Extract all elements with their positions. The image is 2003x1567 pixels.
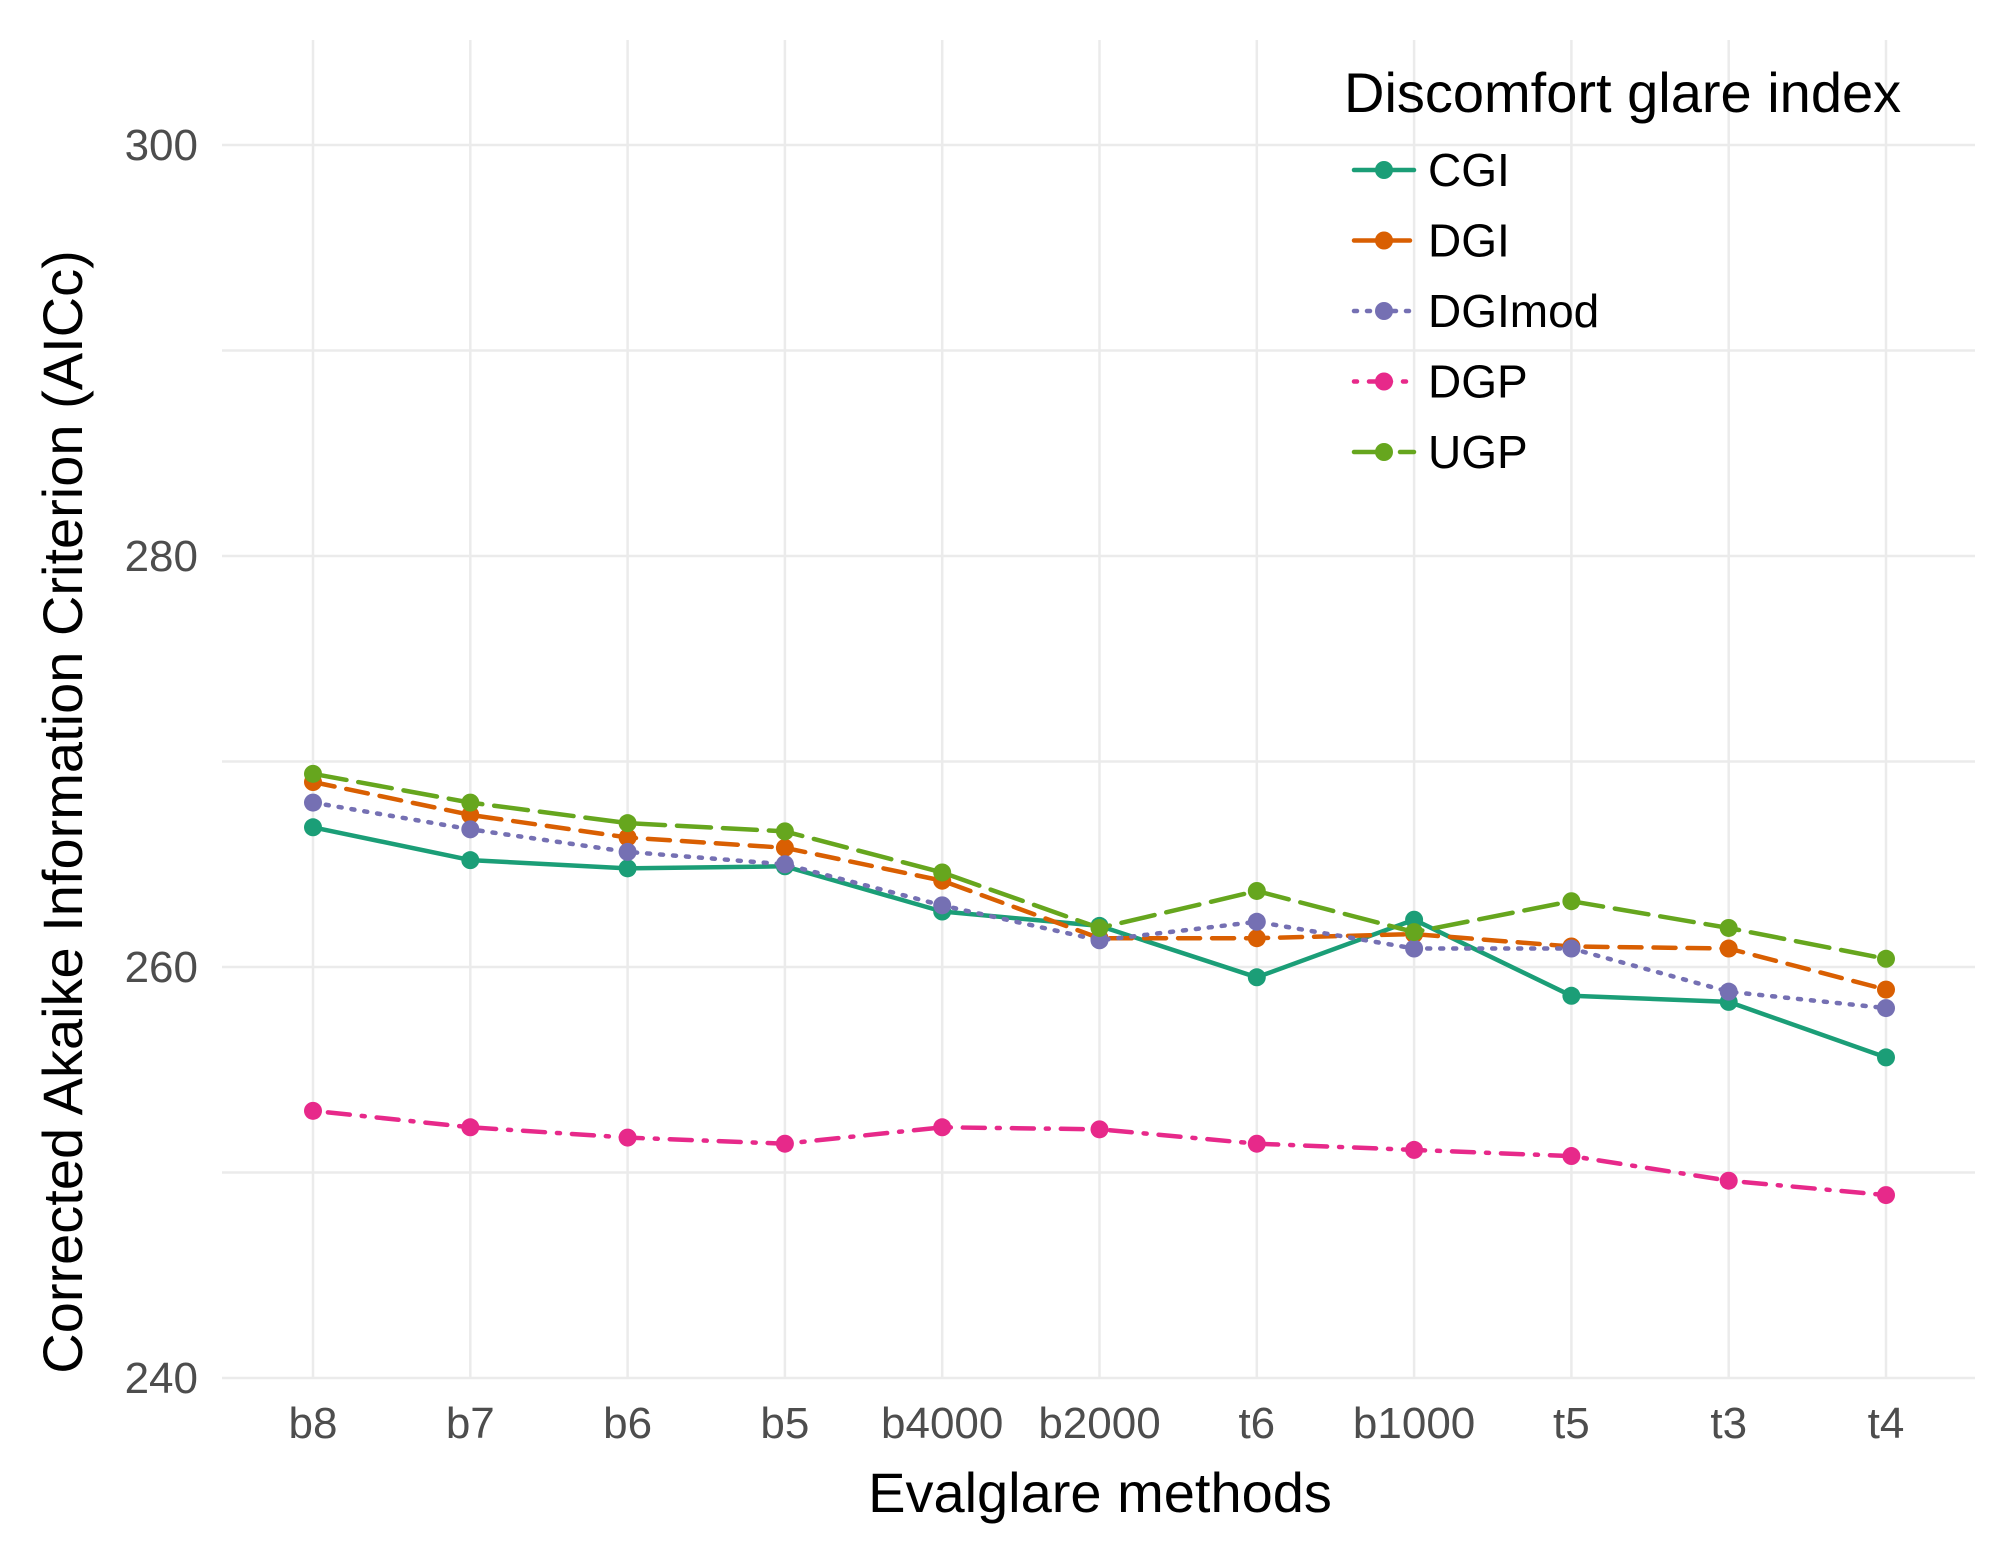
x-tick-label: b7 (446, 1399, 495, 1448)
x-tick-label: b5 (760, 1399, 809, 1448)
x-tick-label: t4 (1868, 1399, 1905, 1448)
data-point (618, 859, 637, 878)
data-point (1562, 939, 1581, 958)
data-point (775, 838, 794, 857)
x-tick-label: b2000 (1038, 1399, 1160, 1448)
series-line (310, 800, 1889, 1011)
y-tick-label: 280 (125, 532, 198, 581)
y-axis-title: Corrected Akaike Information Criterion (… (31, 250, 94, 1374)
series-dgimod (304, 793, 1895, 1018)
data-point (1090, 931, 1109, 950)
legend-key-point (1375, 302, 1393, 320)
data-point (1405, 910, 1424, 929)
data-point (1247, 1134, 1266, 1153)
legend-key-point (1375, 443, 1393, 461)
legend-label: DGImod (1428, 285, 1599, 337)
data-point (1247, 912, 1266, 931)
legend-item-dgp: DGP (1351, 356, 1528, 408)
data-point (1877, 999, 1895, 1018)
data-point (304, 793, 322, 812)
x-tick-label: b1000 (1353, 1399, 1475, 1448)
data-point (1877, 1186, 1895, 1205)
data-point (1877, 949, 1895, 968)
data-point (1405, 939, 1424, 958)
legend-label: DGP (1428, 356, 1528, 408)
legend-key-point (1375, 372, 1393, 391)
legend-label: UGP (1428, 426, 1528, 478)
data-point (304, 1101, 322, 1120)
y-tick-label: 260 (125, 943, 198, 992)
x-axis-title: Evalglare methods (868, 1461, 1332, 1524)
legend: Discomfort glare index CGI DGI DGImod DGP UG… (1344, 61, 1901, 478)
data-point (775, 855, 794, 874)
data-point (933, 863, 952, 882)
data-point (461, 1118, 480, 1137)
data-point (1090, 918, 1109, 937)
legend-item-cgi: CGI (1351, 144, 1510, 196)
x-tick-label: t5 (1553, 1399, 1590, 1448)
data-point (775, 1134, 794, 1153)
legend-key-point (1375, 161, 1393, 179)
x-tick-label: t6 (1238, 1399, 1275, 1448)
legend-item-ugp: UGP (1351, 426, 1528, 478)
data-point (1247, 929, 1266, 948)
x-tick-label: b6 (603, 1399, 652, 1448)
x-tick-label: b8 (289, 1399, 338, 1448)
legend-items: CGI DGI DGImod DGP UGP (1351, 144, 1599, 478)
data-point (1877, 1048, 1895, 1067)
legend-item-dgimod: DGImod (1351, 285, 1599, 337)
data-point (461, 793, 480, 812)
data-point (1562, 1147, 1581, 1166)
data-point (1562, 986, 1581, 1005)
data-point (304, 764, 322, 783)
data-point (1877, 980, 1895, 999)
data-point (1247, 968, 1266, 987)
data-point (618, 814, 637, 833)
legend-title: Discomfort glare index (1344, 61, 1901, 124)
data-point (1247, 881, 1266, 900)
x-tick-label: b4000 (881, 1399, 1003, 1448)
data-point (1719, 1171, 1738, 1190)
series-ugp (304, 764, 1895, 968)
data-point (1719, 939, 1738, 958)
data-point (1405, 1140, 1424, 1159)
data-point (461, 851, 480, 870)
data-point (1719, 918, 1738, 937)
data-point (618, 1128, 637, 1147)
legend-label: CGI (1428, 144, 1510, 196)
x-axis-ticks: b8 b7 b6 b5 b4000 b2000 t6 b1000 t5 t3 t4 (289, 1399, 1905, 1448)
y-axis-ticks: 240 260 280 300 (125, 121, 198, 1403)
data-point (1090, 1120, 1109, 1139)
data-point (1719, 982, 1738, 1001)
data-point (618, 842, 637, 861)
legend-key-point (1375, 231, 1393, 250)
data-point (461, 820, 480, 839)
data-point (933, 896, 952, 915)
x-tick-label: t3 (1710, 1399, 1747, 1448)
data-point (618, 828, 637, 847)
legend-item-dgi: DGI (1351, 215, 1510, 267)
series-dgp (304, 1101, 1895, 1205)
data-point (304, 818, 322, 837)
data-point (775, 822, 794, 841)
data-point (461, 805, 480, 824)
y-tick-label: 300 (125, 121, 198, 170)
data-point (933, 1118, 952, 1137)
series-lines (304, 764, 1895, 1205)
legend-label: DGI (1428, 215, 1510, 267)
y-tick-label: 240 (125, 1354, 198, 1403)
data-point (1562, 892, 1581, 911)
grid-lines (222, 40, 1975, 1380)
data-point (1405, 923, 1424, 942)
